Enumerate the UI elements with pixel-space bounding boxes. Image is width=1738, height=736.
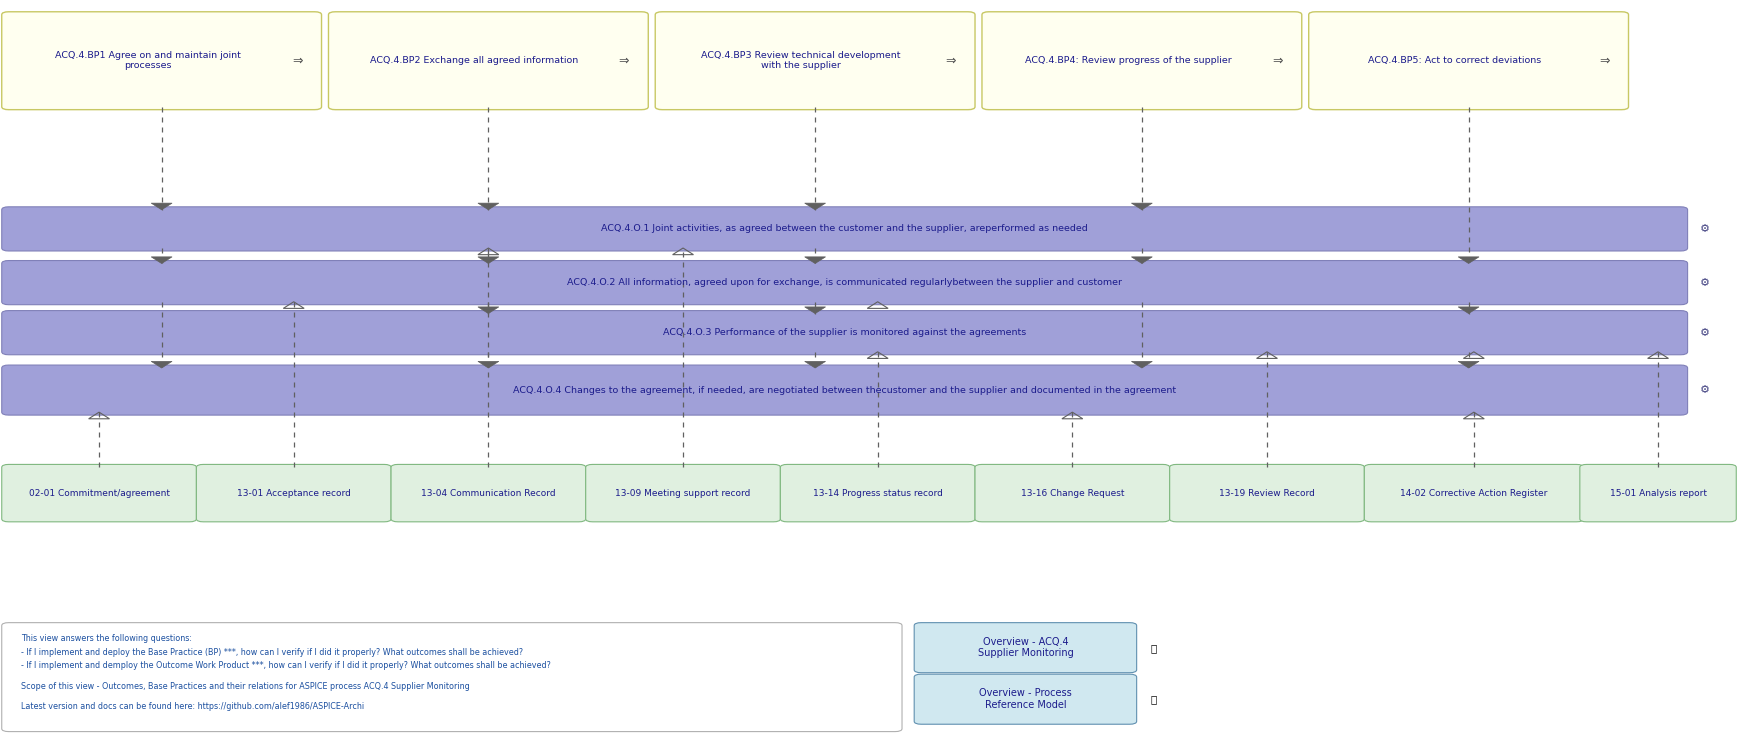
Text: ⚙: ⚙ [1700, 328, 1710, 338]
Text: 02-01 Commitment/agreement: 02-01 Commitment/agreement [28, 489, 170, 498]
Text: 🔗: 🔗 [1151, 643, 1158, 653]
Polygon shape [478, 257, 499, 263]
Text: ACQ.4.O.1 Joint activities, as agreed between the customer and the supplier, are: ACQ.4.O.1 Joint activities, as agreed be… [601, 224, 1088, 233]
Polygon shape [478, 361, 499, 368]
FancyBboxPatch shape [975, 464, 1170, 522]
Polygon shape [1131, 203, 1152, 210]
Polygon shape [1131, 361, 1152, 368]
Text: 13-09 Meeting support record: 13-09 Meeting support record [615, 489, 751, 498]
Text: ACQ.4.O.2 All information, agreed upon for exchange, is communicated regularlybe: ACQ.4.O.2 All information, agreed upon f… [567, 278, 1123, 287]
Text: 🔗: 🔗 [1151, 694, 1158, 704]
Text: ⚙: ⚙ [1700, 224, 1710, 234]
Text: - If I implement and demploy the Outcome Work Product ***, how can I verify if I: - If I implement and demploy the Outcome… [21, 661, 551, 670]
FancyBboxPatch shape [2, 12, 322, 110]
Text: 13-14 Progress status record: 13-14 Progress status record [813, 489, 942, 498]
FancyBboxPatch shape [328, 12, 648, 110]
Text: ACQ.4.BP5: Act to correct deviations: ACQ.4.BP5: Act to correct deviations [1368, 56, 1542, 66]
Text: ⇒: ⇒ [945, 54, 956, 67]
Text: ⚙: ⚙ [1700, 277, 1710, 288]
Text: ACQ.4.O.3 Performance of the supplier is monitored against the agreements: ACQ.4.O.3 Performance of the supplier is… [662, 328, 1027, 337]
FancyBboxPatch shape [982, 12, 1302, 110]
FancyBboxPatch shape [1364, 464, 1583, 522]
FancyBboxPatch shape [391, 464, 586, 522]
Polygon shape [151, 361, 172, 368]
Text: ACQ.4.BP4: Review progress of the supplier: ACQ.4.BP4: Review progress of the suppli… [1025, 56, 1231, 66]
Polygon shape [805, 361, 826, 368]
Text: 13-19 Review Record: 13-19 Review Record [1218, 489, 1316, 498]
Text: 13-04 Communication Record: 13-04 Communication Record [421, 489, 556, 498]
Text: Latest version and docs can be found here: https://github.com/alef1986/ASPICE-Ar: Latest version and docs can be found her… [21, 702, 363, 711]
Polygon shape [151, 257, 172, 263]
FancyBboxPatch shape [655, 12, 975, 110]
Polygon shape [478, 203, 499, 210]
Text: ⇒: ⇒ [1599, 54, 1609, 67]
FancyBboxPatch shape [586, 464, 780, 522]
Text: ⚙: ⚙ [1700, 385, 1710, 395]
FancyBboxPatch shape [914, 623, 1137, 673]
Text: 13-01 Acceptance record: 13-01 Acceptance record [236, 489, 351, 498]
FancyBboxPatch shape [780, 464, 975, 522]
Text: 15-01 Analysis report: 15-01 Analysis report [1609, 489, 1707, 498]
Polygon shape [805, 203, 826, 210]
Text: 14-02 Corrective Action Register: 14-02 Corrective Action Register [1401, 489, 1547, 498]
Polygon shape [478, 307, 499, 314]
Polygon shape [805, 307, 826, 314]
FancyBboxPatch shape [914, 674, 1137, 724]
Polygon shape [1458, 257, 1479, 263]
FancyBboxPatch shape [1580, 464, 1736, 522]
Text: Overview - ACQ.4
Supplier Monitoring: Overview - ACQ.4 Supplier Monitoring [977, 637, 1074, 659]
FancyBboxPatch shape [2, 365, 1688, 415]
FancyBboxPatch shape [2, 261, 1688, 305]
Polygon shape [805, 257, 826, 263]
Text: ⇒: ⇒ [292, 54, 302, 67]
Text: This view answers the following questions:: This view answers the following question… [21, 634, 191, 643]
Text: Scope of this view - Outcomes, Base Practices and their relations for ASPICE pro: Scope of this view - Outcomes, Base Prac… [21, 682, 469, 690]
FancyBboxPatch shape [1309, 12, 1629, 110]
Text: - If I implement and deploy the Base Practice (BP) ***, how can I verify if I di: - If I implement and deploy the Base Pra… [21, 648, 523, 657]
Text: ⇒: ⇒ [619, 54, 629, 67]
Polygon shape [1458, 361, 1479, 368]
Text: ACQ.4.BP1 Agree on and maintain joint
processes: ACQ.4.BP1 Agree on and maintain joint pr… [56, 51, 240, 71]
Polygon shape [151, 203, 172, 210]
FancyBboxPatch shape [2, 311, 1688, 355]
Text: ACQ.4.BP2 Exchange all agreed information: ACQ.4.BP2 Exchange all agreed informatio… [370, 56, 579, 66]
Text: ACQ.4.BP3 Review technical development
with the supplier: ACQ.4.BP3 Review technical development w… [702, 51, 900, 71]
FancyBboxPatch shape [1170, 464, 1364, 522]
Text: ⇒: ⇒ [1272, 54, 1283, 67]
FancyBboxPatch shape [2, 207, 1688, 251]
Polygon shape [1131, 257, 1152, 263]
Text: Overview - Process
Reference Model: Overview - Process Reference Model [978, 688, 1072, 710]
FancyBboxPatch shape [2, 623, 902, 732]
Polygon shape [1458, 307, 1479, 314]
FancyBboxPatch shape [196, 464, 391, 522]
Text: ACQ.4.O.4 Changes to the agreement, if needed, are negotiated between thecustome: ACQ.4.O.4 Changes to the agreement, if n… [513, 386, 1177, 394]
Text: 13-16 Change Request: 13-16 Change Request [1020, 489, 1124, 498]
FancyBboxPatch shape [2, 464, 196, 522]
